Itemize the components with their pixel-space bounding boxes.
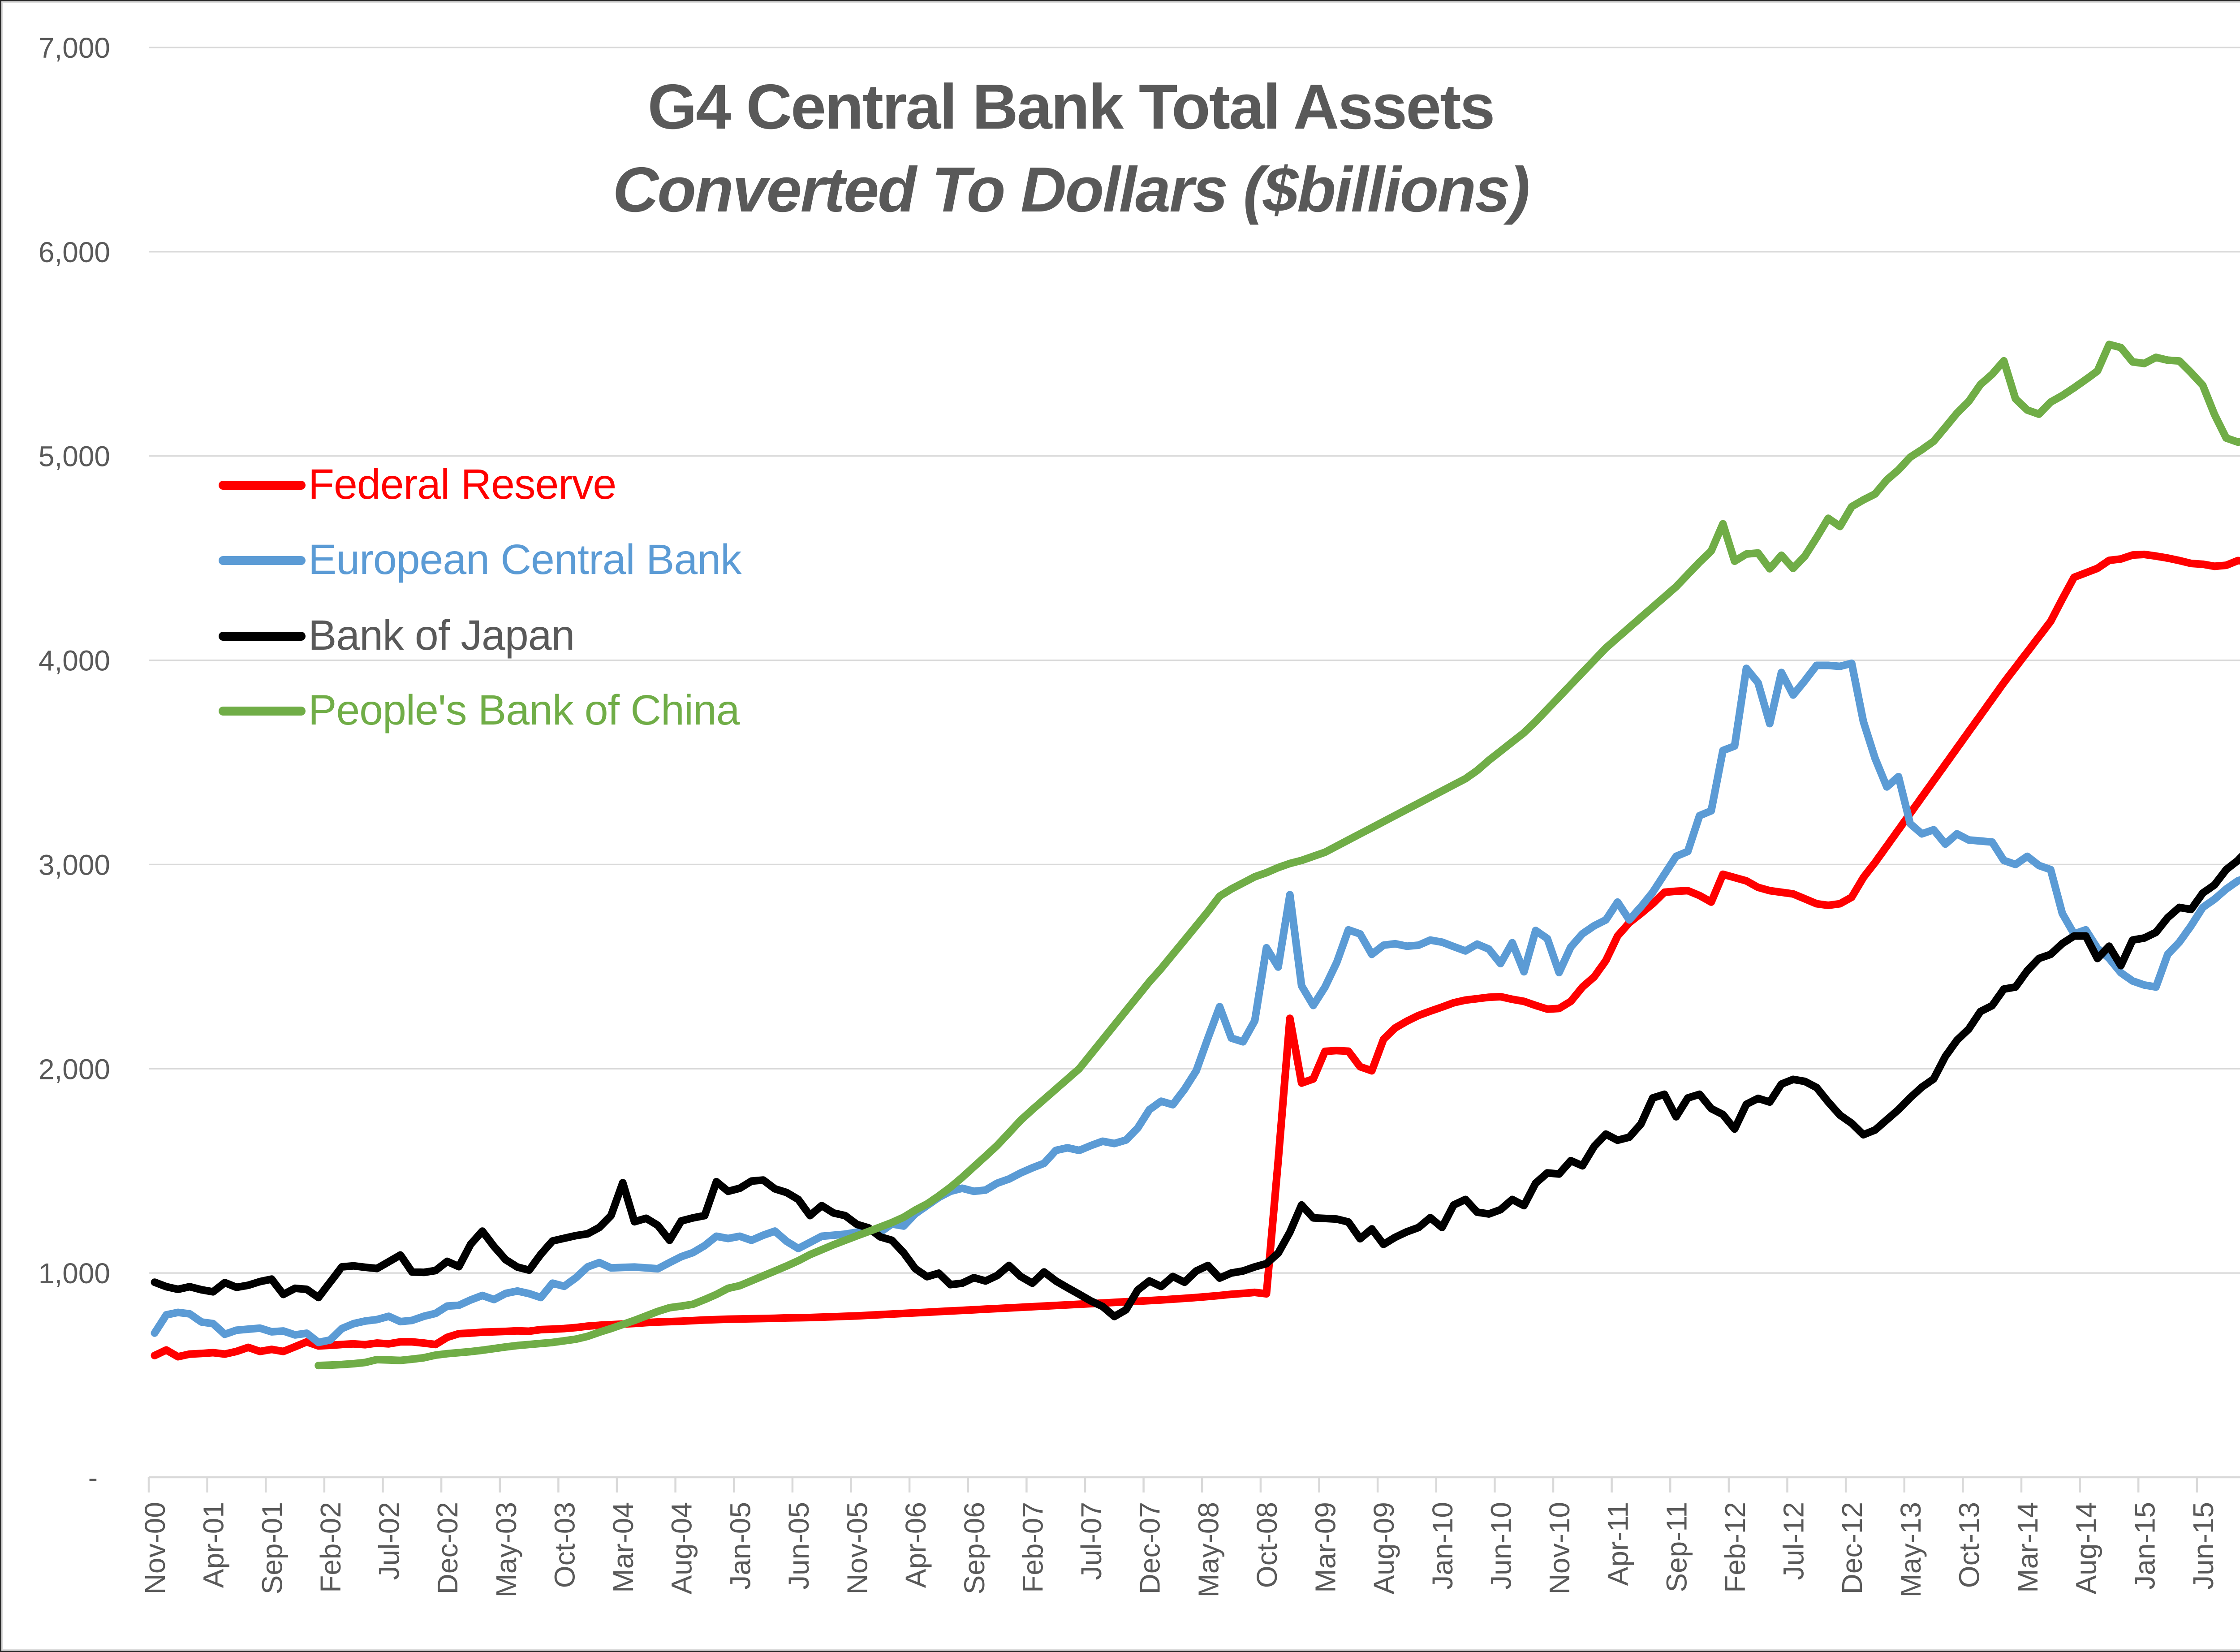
svg-text:Converted To Dollars ($billion: Converted To Dollars ($billions): [613, 154, 1529, 225]
svg-text:Jun-05: Jun-05: [783, 1502, 815, 1590]
svg-text:Feb-12: Feb-12: [1719, 1502, 1751, 1593]
svg-text:-: -: [88, 1462, 98, 1494]
svg-text:7,000: 7,000: [39, 32, 110, 64]
svg-text:Aug-09: Aug-09: [1368, 1502, 1400, 1594]
svg-text:Dec-12: Dec-12: [1836, 1502, 1868, 1594]
svg-text:1,000: 1,000: [39, 1257, 110, 1290]
svg-text:Oct-03: Oct-03: [548, 1502, 581, 1588]
svg-text:May-03: May-03: [490, 1502, 522, 1597]
svg-text:Feb-07: Feb-07: [1017, 1502, 1049, 1593]
svg-text:Sep-06: Sep-06: [958, 1502, 991, 1594]
svg-text:Apr-01: Apr-01: [198, 1502, 230, 1588]
svg-text:Federal Reserve: Federal Reserve: [308, 461, 616, 508]
svg-text:Aug-14: Aug-14: [2070, 1502, 2102, 1594]
svg-text:Feb-02: Feb-02: [314, 1502, 347, 1593]
svg-text:Jan-10: Jan-10: [1426, 1502, 1459, 1590]
svg-text:Dec-07: Dec-07: [1134, 1502, 1166, 1594]
svg-text:G4 Central Bank Total Assets: G4 Central Bank Total Assets: [648, 71, 1494, 142]
svg-text:People's Bank of China: People's Bank of China: [308, 686, 740, 734]
svg-text:Jul-12: Jul-12: [1778, 1502, 1810, 1580]
svg-text:5,000: 5,000: [39, 440, 110, 473]
svg-text:Mar-09: Mar-09: [1310, 1502, 1342, 1593]
svg-text:Sep-01: Sep-01: [256, 1502, 288, 1594]
svg-text:6,000: 6,000: [39, 236, 110, 268]
svg-text:Nov-10: Nov-10: [1543, 1502, 1576, 1594]
svg-text:Jun-10: Jun-10: [1485, 1502, 1517, 1590]
svg-text:European Central Bank: European Central Bank: [308, 536, 742, 583]
svg-text:Nov-00: Nov-00: [139, 1502, 171, 1594]
svg-text:3,000: 3,000: [39, 849, 110, 881]
svg-text:May-13: May-13: [1895, 1502, 1927, 1597]
svg-text:May-08: May-08: [1192, 1502, 1224, 1597]
svg-text:Mar-04: Mar-04: [607, 1502, 639, 1593]
svg-text:Dec-02: Dec-02: [431, 1502, 464, 1594]
svg-text:Oct-13: Oct-13: [1953, 1502, 1985, 1588]
svg-text:Apr-11: Apr-11: [1602, 1502, 1634, 1586]
svg-text:Jun-15: Jun-15: [2187, 1502, 2219, 1590]
svg-text:Jan-05: Jan-05: [724, 1502, 756, 1590]
svg-text:Oct-08: Oct-08: [1251, 1502, 1283, 1588]
svg-text:2,000: 2,000: [39, 1053, 110, 1085]
svg-text:Sep-11: Sep-11: [1660, 1502, 1693, 1592]
svg-text:Bank of Japan: Bank of Japan: [308, 612, 574, 659]
svg-text:Apr-06: Apr-06: [900, 1502, 932, 1588]
svg-text:Jul-02: Jul-02: [373, 1502, 405, 1580]
svg-text:Aug-04: Aug-04: [666, 1502, 698, 1594]
svg-text:Mar-14: Mar-14: [2012, 1502, 2044, 1593]
svg-text:Jan-15: Jan-15: [2128, 1502, 2161, 1590]
svg-text:Jul-07: Jul-07: [1075, 1502, 1107, 1580]
svg-text:Nov-05: Nov-05: [841, 1502, 874, 1594]
svg-text:4,000: 4,000: [39, 645, 110, 677]
